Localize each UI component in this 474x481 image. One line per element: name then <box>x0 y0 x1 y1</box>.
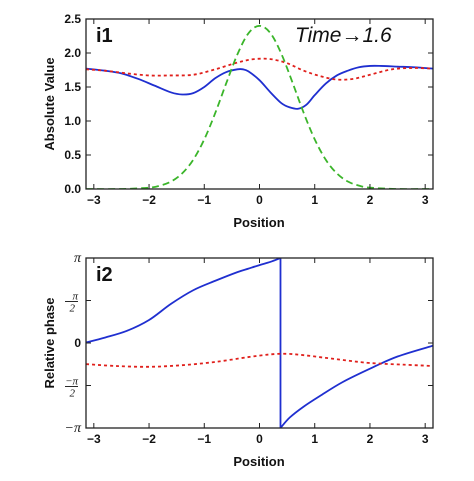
i1-xtick-label: 0 <box>256 193 263 207</box>
i1-ytick-label: 1.5 <box>64 80 81 94</box>
panel-i2-frame <box>85 257 434 429</box>
svg-text:π: π <box>72 290 78 302</box>
i1-ytick-label: 2.0 <box>64 46 81 60</box>
i2-series-solid-line <box>86 258 433 428</box>
panel-i1-ylabel: Absolute Value <box>42 57 57 150</box>
i2-ytick-label: 0 <box>74 336 81 350</box>
panel-i1-xlabel: Position <box>233 215 284 230</box>
svg-text:−π: −π <box>65 376 78 388</box>
i2-xtick-label: −2 <box>142 432 156 446</box>
panel-i1-series <box>86 24 433 189</box>
panel-i1-label: i1 <box>96 25 113 47</box>
i1-series-dashed-line <box>86 24 433 189</box>
i1-xtick-label: −3 <box>87 193 101 207</box>
i1-series-dotted-line <box>86 57 433 81</box>
panel-i1-ticks: −3 −2 −1 0 1 2 3 0.0 0.5 1.0 1.5 2.0 2.5 <box>64 12 433 207</box>
i2-xtick-label: 3 <box>422 432 429 446</box>
panel-i1: −3 −2 −1 0 1 2 3 0.0 0.5 1.0 1.5 2.0 2.5 i1 Time→1.6… <box>42 12 434 230</box>
i1-xtick-label: 2 <box>367 193 374 207</box>
i1-ytick-label: 1.0 <box>64 114 81 128</box>
i1-xtick-label: 3 <box>422 193 429 207</box>
panel-i2-label: i2 <box>96 264 113 286</box>
panel-i2-series <box>86 258 433 428</box>
svg-text:2: 2 <box>70 388 76 400</box>
i2-series-dotted-line <box>86 352 433 368</box>
i1-xtick-label: −2 <box>142 193 156 207</box>
i2-ytick-label: −π2 <box>65 376 78 400</box>
i2-xtick-label: 0 <box>256 432 263 446</box>
i1-xtick-label: 1 <box>311 193 318 207</box>
svg-text:2: 2 <box>70 302 76 314</box>
i1-ytick-label: 0.0 <box>64 182 81 196</box>
time-annotation: Time→1.6 <box>295 24 392 47</box>
i2-xtick-label: −3 <box>87 432 101 446</box>
i1-series-solid-line <box>86 64 433 110</box>
i2-ytick-label: π <box>74 251 82 266</box>
i1-ytick-label: 2.5 <box>64 12 81 26</box>
i2-xtick-label: 1 <box>311 432 318 446</box>
panel-i2-ylabel: Relative phase <box>42 297 57 388</box>
i2-xtick-label: 2 <box>367 432 374 446</box>
i1-xtick-label: −1 <box>197 193 211 207</box>
i2-ytick-label: π2 <box>65 290 78 314</box>
i1-ytick-label: 0.5 <box>64 148 81 162</box>
i2-xtick-label: −1 <box>197 432 211 446</box>
panel-i2-xlabel: Position <box>233 454 284 469</box>
i2-ytick-label: −π <box>65 421 82 436</box>
